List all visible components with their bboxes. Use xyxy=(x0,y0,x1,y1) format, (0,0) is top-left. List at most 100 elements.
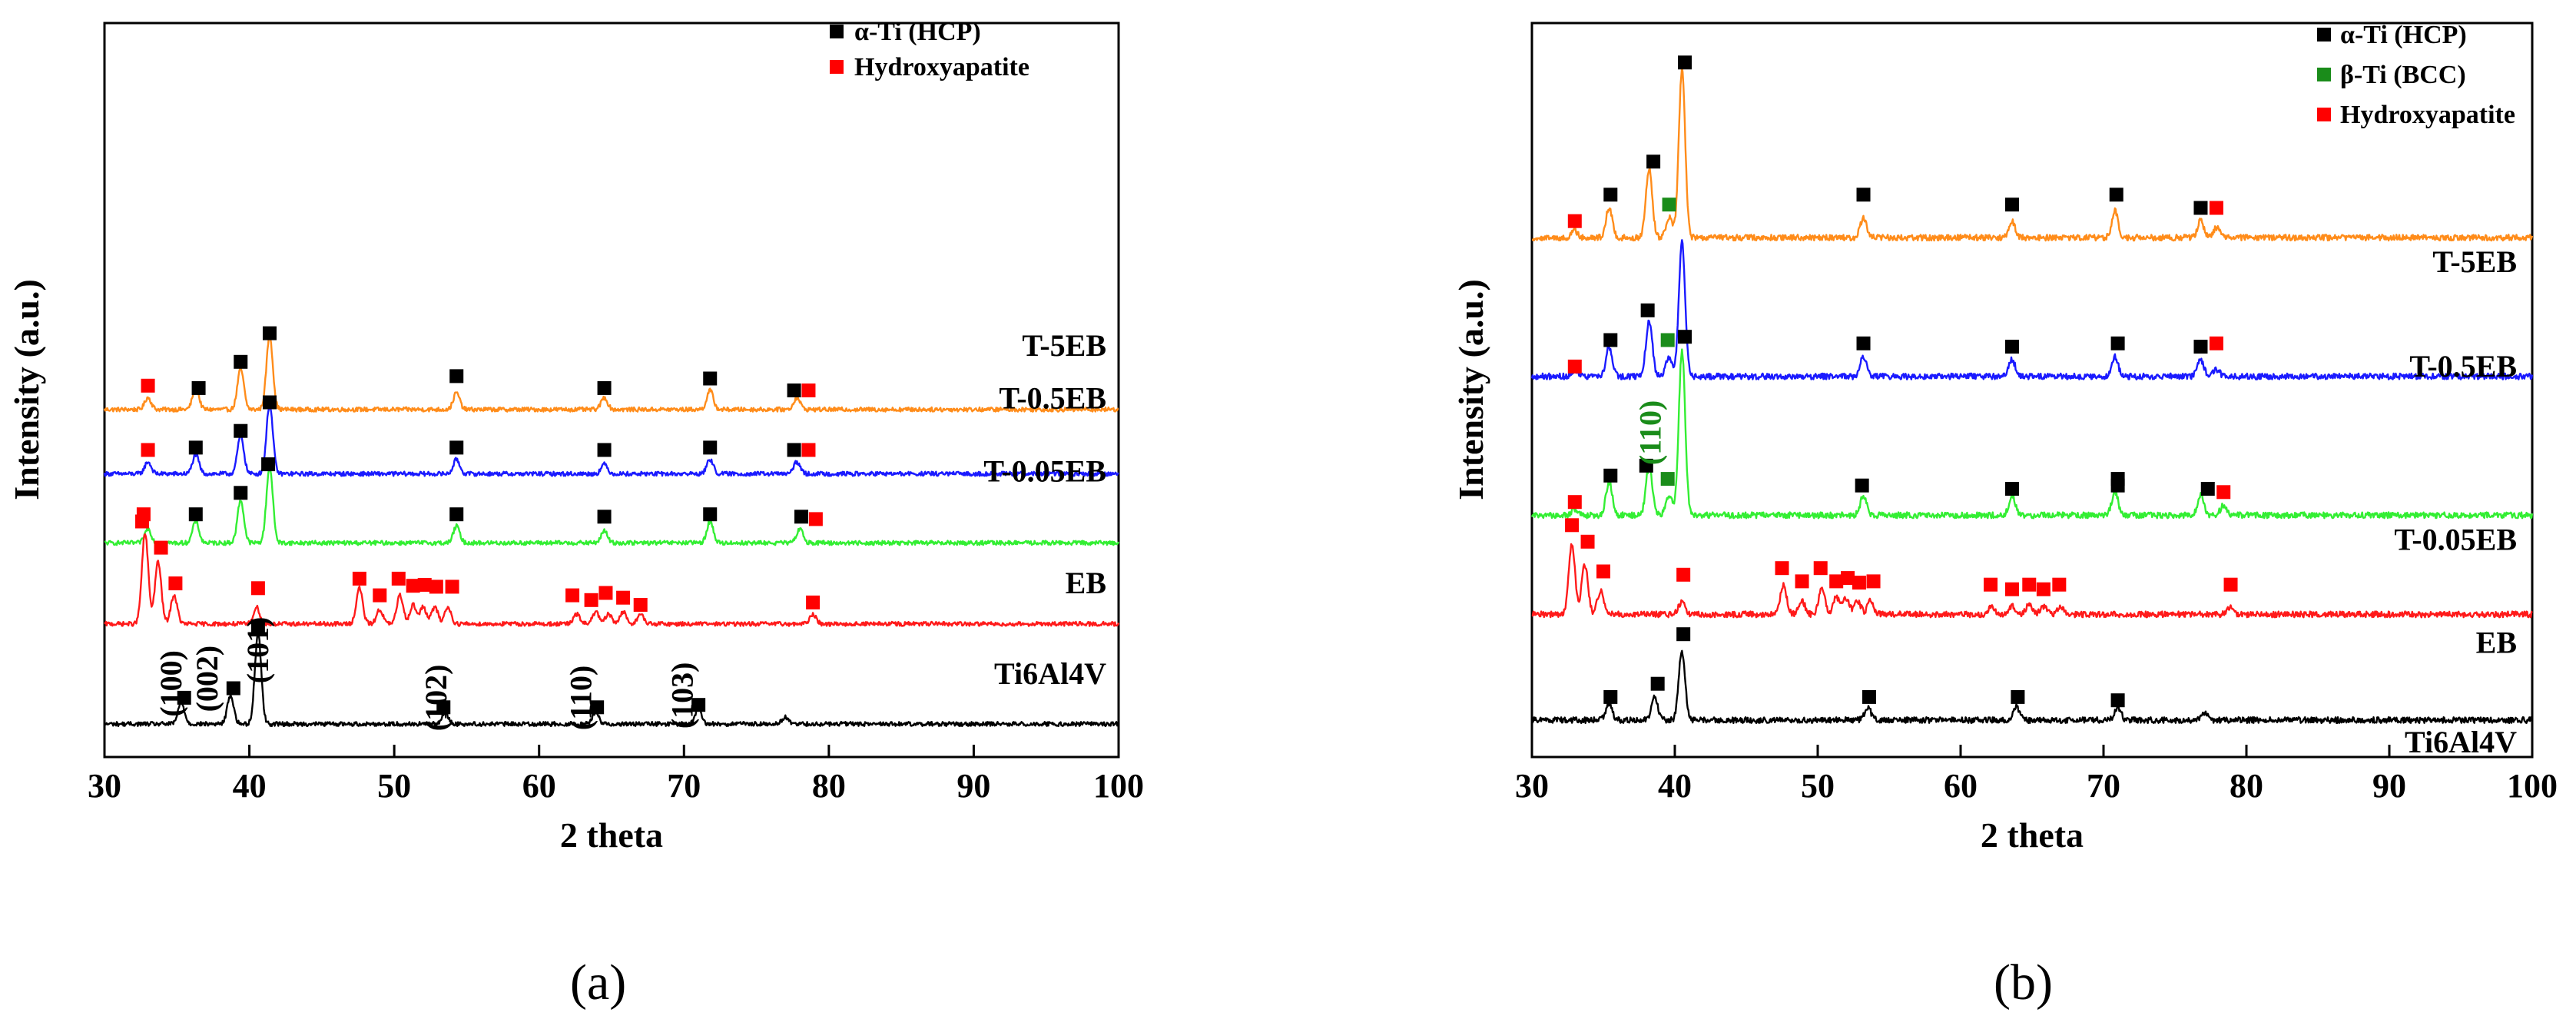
panel-b-marker-ha xyxy=(2216,485,2231,500)
panel-b-marker-ha xyxy=(1676,567,1691,582)
panel-a-marker-ha xyxy=(141,443,155,457)
panel-a-marker-alpha xyxy=(787,384,801,397)
panel-b-marker-ha xyxy=(1841,571,1855,586)
panel-b-marker-alpha xyxy=(1855,478,1869,493)
panel-b-marker-alpha xyxy=(1646,154,1661,169)
panel-a-marker-alpha xyxy=(703,440,718,455)
panel-b-marker-alpha xyxy=(1856,336,1871,350)
panel-a-series-label: Ti6Al4V xyxy=(994,656,1106,691)
panel-a-legend-ha-marker xyxy=(830,60,844,74)
panel-b-marker-alpha xyxy=(1640,303,1655,317)
panel-a-series-label: EB xyxy=(1066,566,1106,600)
panel-b-marker-ha xyxy=(2223,577,2238,592)
panel-b-marker-alpha xyxy=(1676,627,1691,642)
panel-a-x-tick-label: 80 xyxy=(812,767,846,805)
panel-a-marker-alpha xyxy=(177,690,191,705)
panel-b-series-t-5eb xyxy=(1531,66,2534,242)
panel-a-series-label: T-5EB xyxy=(1022,328,1106,363)
panel-b-marker-alpha xyxy=(1678,55,1692,70)
panel-b-marker-ha xyxy=(1852,576,1866,590)
panel-a-marker-ha xyxy=(250,581,265,596)
panel-b-legend-beta-label: β-Ti (BCC) xyxy=(2340,61,2466,89)
panel-b-marker-alpha xyxy=(2004,198,2019,212)
panel-a-legend-ha-label: Hydroxyapatite xyxy=(854,53,1029,81)
panel-b-marker-ha xyxy=(1813,561,1828,576)
panel-a-marker-alpha xyxy=(262,326,277,340)
panel-b-marker-ha xyxy=(1829,574,1844,589)
panel-a-x-tick-label: 50 xyxy=(377,767,411,805)
panel-b-marker-alpha xyxy=(2004,340,2019,354)
panel-a-marker-alpha xyxy=(703,371,718,386)
panel-a-marker-ha xyxy=(406,579,420,593)
panel-b-marker-alpha xyxy=(1639,458,1653,473)
panel-a-marker-alpha xyxy=(261,457,276,472)
panel-a-x-axis-title: 2 theta xyxy=(560,815,663,855)
panel-b-legend-alpha-label: α-Ti (HCP) xyxy=(2340,21,2467,49)
panel-a-plane-label: (110) xyxy=(564,666,598,730)
panel-b-marker-ha xyxy=(2052,577,2067,592)
panel-b-plane-label: (110) xyxy=(1633,400,1667,465)
panel-b-marker-ha xyxy=(1596,564,1610,579)
panel-b-marker-ha xyxy=(1567,214,1582,228)
panel-a-marker-ha xyxy=(141,378,155,393)
panel-b-series-t-0-05eb xyxy=(1530,348,2534,520)
panel-a-series-label: T-0.5EB xyxy=(999,381,1106,416)
panel-b-marker-alpha xyxy=(1603,188,1618,202)
panel-a-marker-alpha xyxy=(188,507,203,522)
panel-a-marker-alpha xyxy=(449,369,464,384)
panel-b-x-tick-label: 100 xyxy=(2507,767,2558,805)
panel-a-marker-alpha xyxy=(597,443,612,457)
panel-a-marker-ha xyxy=(565,588,580,603)
panel-a-marker-ha xyxy=(154,540,168,555)
panel-b-series-ti6al4v xyxy=(1530,649,2533,725)
panel-b-legend-beta-marker xyxy=(2317,68,2331,81)
panel-a-marker-alpha xyxy=(449,440,464,455)
panel-a-marker-ha xyxy=(801,384,816,397)
panel-a-marker-alpha xyxy=(262,395,277,410)
panel-b-x-tick-label: 30 xyxy=(1515,767,1549,805)
panel-b-marker-alpha xyxy=(2110,472,2125,486)
panel-b-marker-alpha xyxy=(2193,201,2208,215)
panel-b-series-label: T-0.5EB xyxy=(2409,349,2517,384)
panel-b-marker-alpha xyxy=(2110,693,2125,708)
panel-b-marks: T-5EB T-0.5EB T-0.05EB EB Ti6Al4V (110) xyxy=(1530,55,2534,759)
panel-a-marker-alpha xyxy=(590,700,605,715)
panel-a-x-tick-label: 100 xyxy=(1093,767,1144,805)
panel-a-series-t-5eb xyxy=(103,334,1119,413)
panel-a-x-tick-label: 30 xyxy=(88,767,121,805)
panel-b-marker-ha xyxy=(1567,359,1582,374)
panel-a-marker-alpha xyxy=(449,507,464,522)
panel-b-chart: T-5EB T-0.5EB T-0.05EB EB Ti6Al4V (110) 30 40 5… xyxy=(1451,21,2558,1011)
panel-a-marker-ha xyxy=(633,598,648,612)
panel-b-marker-alpha xyxy=(1856,188,1871,202)
panel-b-marker-ha xyxy=(2209,201,2223,215)
panel-b-legend-ha-label: Hydroxyapatite xyxy=(2340,101,2515,129)
panel-a-marker-alpha xyxy=(597,380,612,395)
panel-b-marker-ha xyxy=(2004,582,2019,596)
panel-a-plane-label: (002) xyxy=(190,646,224,712)
panel-a-legend: α-Ti (HCP) Hydroxyapatite xyxy=(830,18,1029,81)
panel-b-plot-frame xyxy=(1530,22,2534,759)
panel-b-marker-ha xyxy=(1567,495,1582,510)
panel-a-x-tick-label: 90 xyxy=(956,767,990,805)
panel-b-marker-alpha xyxy=(1603,689,1618,704)
panel-a-marker-alpha xyxy=(436,700,451,715)
panel-a-x-tick-label: 70 xyxy=(667,767,701,805)
panel-a-marker-ha xyxy=(373,588,387,603)
panel-b-label: (b) xyxy=(1994,955,2053,1011)
panel-a-marker-ha xyxy=(598,586,613,600)
panel-b-marker-ha xyxy=(1866,574,1881,589)
panel-b-legend-ha-marker xyxy=(2317,108,2331,121)
panel-b-x-tick-label: 80 xyxy=(2230,767,2263,805)
panel-b-marker-ha xyxy=(2022,577,2037,592)
panel-a-marker-ha xyxy=(584,593,598,607)
panel-a-plane-label: (103) xyxy=(665,662,700,729)
panel-b-series-label: T-0.05EB xyxy=(2394,522,2517,556)
panel-b-marker-ha xyxy=(1775,561,1789,576)
panel-b-marker-alpha xyxy=(1603,468,1618,483)
panel-a-plane-label: (101) xyxy=(240,617,275,684)
panel-a-marker-ha xyxy=(616,590,631,605)
panel-a-marker-ha xyxy=(352,571,366,586)
panel-b-y-axis-title: Intensity (a.u.) xyxy=(1451,279,1490,500)
panel-a-marks: T-5EB T-0.5EB T-0.05EB EB Ti6Al4V (100) (002) (… xyxy=(103,326,1120,731)
